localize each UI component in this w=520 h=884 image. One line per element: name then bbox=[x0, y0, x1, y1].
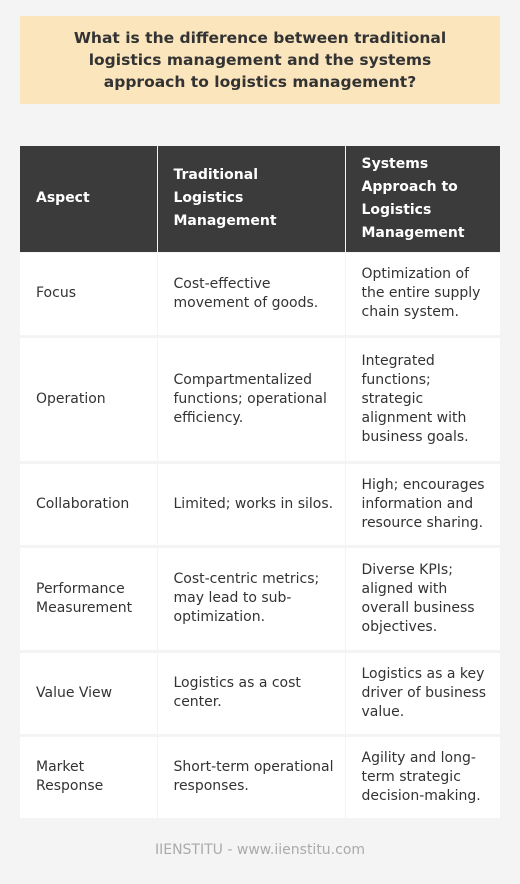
table-row: Market Response Short-term operational r… bbox=[20, 735, 500, 821]
table-row: Focus Cost-effective movement of goods. … bbox=[20, 252, 500, 338]
systems-cell: Logistics as a key driver of business va… bbox=[345, 651, 500, 737]
aspect-cell: Value View bbox=[20, 651, 158, 737]
systems-cell: Integrated functions; strategic alignmen… bbox=[345, 336, 500, 464]
table-row: Performance Measurement Cost-centric met… bbox=[20, 546, 500, 653]
header-systems-approach: Systems Approach to Logistics Management bbox=[345, 146, 500, 253]
table-row: Value View Logistics as a cost center. L… bbox=[20, 651, 500, 737]
traditional-cell: Cost-centric metrics; may lead to sub-op… bbox=[157, 546, 346, 653]
systems-cell: Diverse KPIs; aligned with overall busin… bbox=[345, 546, 500, 653]
table-row: Operation Compartmentalized functions; o… bbox=[20, 336, 500, 464]
aspect-cell: Market Response bbox=[20, 735, 158, 821]
page-title-text: What is the difference between tradition… bbox=[73, 29, 447, 91]
page-title: What is the difference between tradition… bbox=[20, 16, 500, 104]
traditional-cell: Short-term operational responses. bbox=[157, 735, 346, 821]
traditional-cell: Compartmentalized functions; operational… bbox=[157, 336, 346, 464]
aspect-cell: Performance Measurement bbox=[20, 546, 158, 653]
traditional-cell: Cost-effective movement of goods. bbox=[157, 252, 346, 338]
header-traditional: Traditional Logistics Management bbox=[157, 146, 346, 253]
aspect-cell: Collaboration bbox=[20, 462, 158, 548]
systems-cell: High; encourages information and resourc… bbox=[345, 462, 500, 548]
traditional-cell: Logistics as a cost center. bbox=[157, 651, 346, 737]
aspect-cell: Operation bbox=[20, 336, 158, 464]
systems-cell: Optimization of the entire supply chain … bbox=[345, 252, 500, 338]
comparison-table: Aspect Traditional Logistics Management … bbox=[20, 146, 500, 821]
traditional-cell: Limited; works in silos. bbox=[157, 462, 346, 548]
aspect-cell: Focus bbox=[20, 252, 158, 338]
systems-cell: Agility and long-term strategic decision… bbox=[345, 735, 500, 821]
table-row: Collaboration Limited; works in silos. H… bbox=[20, 462, 500, 548]
table-header-row: Aspect Traditional Logistics Management … bbox=[20, 146, 500, 253]
footer-credit: IIENSTITU - www.iienstitu.com bbox=[154, 842, 366, 858]
header-aspect: Aspect bbox=[20, 146, 158, 253]
